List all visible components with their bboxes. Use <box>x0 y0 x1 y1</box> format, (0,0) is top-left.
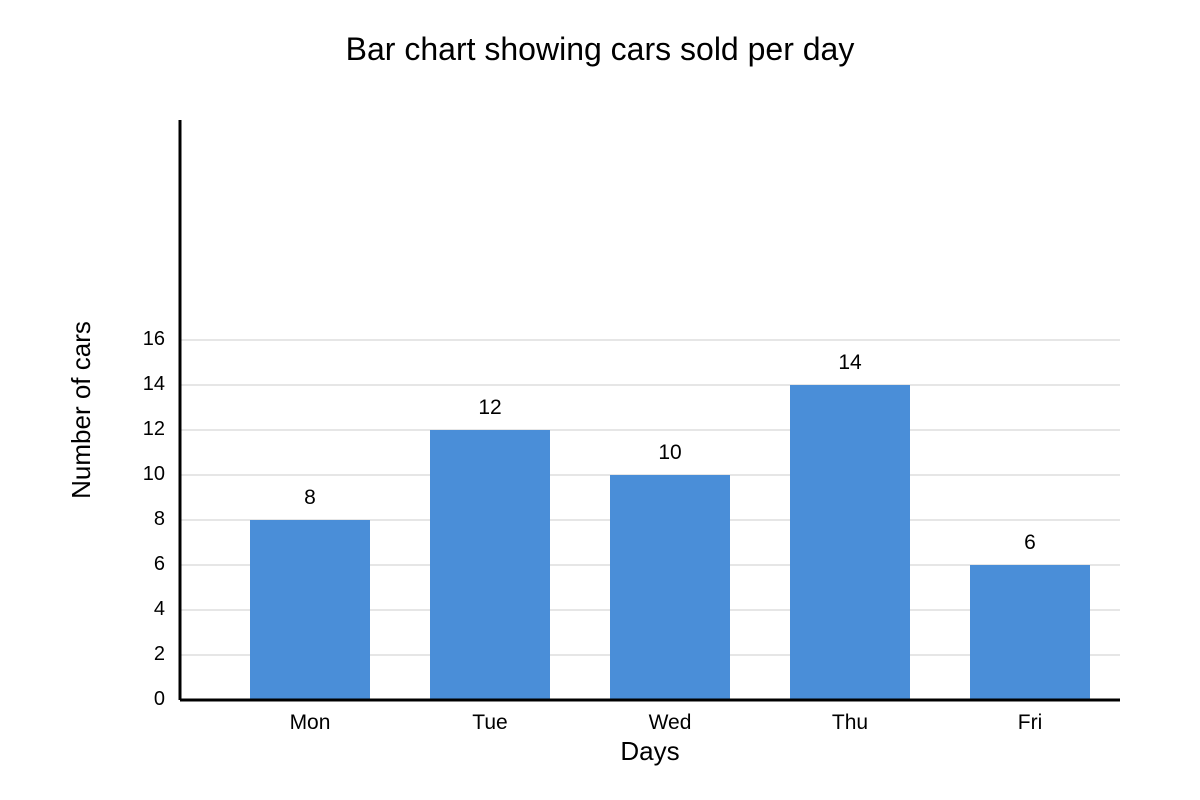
x-tick-label-fri: Fri <box>1018 711 1043 734</box>
y-tick-label: 10 <box>143 463 165 485</box>
data-label-thu: 14 <box>838 351 862 374</box>
y-tick-label: 4 <box>154 598 165 620</box>
y-tick-label: 12 <box>143 418 165 440</box>
x-tick-label-wed: Wed <box>649 711 692 734</box>
y-tick-label: 0 <box>154 688 165 710</box>
data-label-tue: 12 <box>478 396 501 419</box>
x-tick-label-mon: Mon <box>290 711 331 734</box>
bar-thu <box>790 385 910 700</box>
data-label-mon: 8 <box>304 486 316 509</box>
x-axis-title: Days <box>620 736 679 766</box>
bar-tue <box>430 430 550 700</box>
y-tick-label: 16 <box>143 328 165 350</box>
bar-wed <box>610 475 730 700</box>
bar-fri <box>970 565 1090 700</box>
y-tick-label: 6 <box>154 553 165 575</box>
bars <box>250 385 1090 700</box>
y-tick-label: 14 <box>143 373 165 395</box>
y-tick-label: 8 <box>154 508 165 530</box>
bar-mon <box>250 520 370 700</box>
y-tick-label: 2 <box>154 643 165 665</box>
data-label-fri: 6 <box>1024 531 1036 554</box>
data-label-wed: 10 <box>658 441 681 464</box>
x-category-labels: Mon Tue Wed Thu Fri <box>290 711 1043 734</box>
chart-title: Bar chart showing cars sold per day <box>346 31 855 67</box>
y-axis-title: Number of cars <box>66 321 96 499</box>
data-labels: 8 12 10 14 6 <box>304 351 1036 554</box>
y-tick-labels: 0 2 4 6 8 10 12 14 16 <box>143 328 165 710</box>
x-tick-label-tue: Tue <box>472 711 507 734</box>
x-tick-label-thu: Thu <box>832 711 868 734</box>
